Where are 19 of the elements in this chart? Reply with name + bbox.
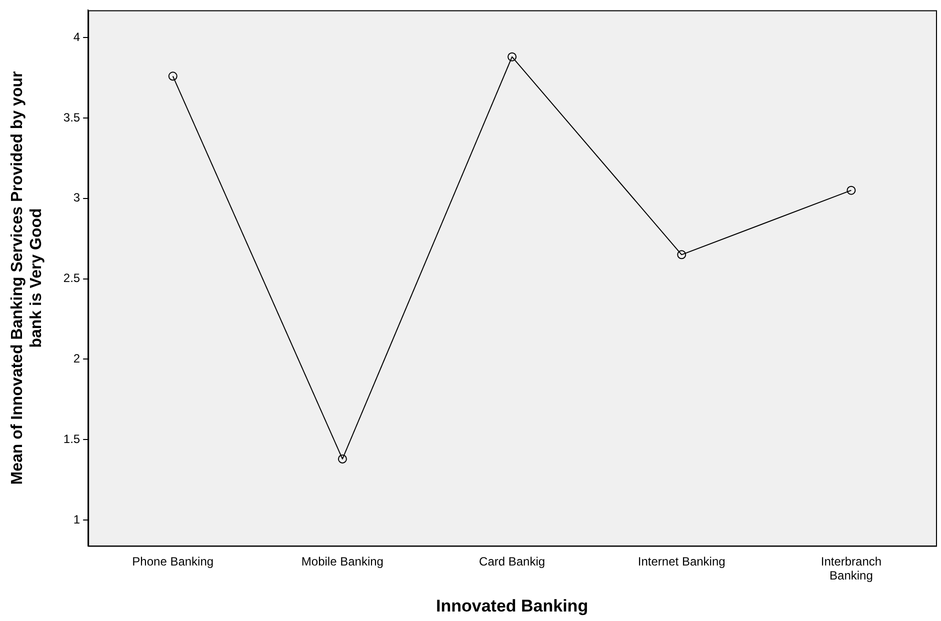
point bbox=[508, 52, 517, 62]
point bbox=[846, 186, 856, 195]
y-tick-label: 1 bbox=[73, 512, 80, 526]
y-tick-label: 2.5 bbox=[63, 271, 80, 286]
x-tick-label: Interbranch Banking bbox=[820, 554, 882, 583]
y-tick-label: 2 bbox=[73, 352, 80, 366]
x-tick-label: Mobile Banking bbox=[301, 554, 384, 568]
y-tick-label: 3.5 bbox=[63, 110, 80, 124]
x-tick-label: Card Bankig bbox=[479, 554, 546, 568]
point bbox=[168, 72, 178, 81]
y-tick-label: 4 bbox=[73, 30, 80, 44]
x-tick-label: Phone Banking bbox=[132, 554, 214, 568]
point bbox=[338, 454, 347, 464]
x-tick-label: Internet Banking bbox=[638, 554, 726, 568]
y-tick-label: 3 bbox=[73, 190, 80, 205]
y-tick-label: 1.5 bbox=[63, 432, 80, 446]
point bbox=[677, 250, 686, 260]
x-axis-title: Innovated Banking bbox=[436, 596, 588, 616]
y-axis-title: Mean of Innovated Banking Services Provided by your bank is Very Good bbox=[9, 71, 46, 485]
